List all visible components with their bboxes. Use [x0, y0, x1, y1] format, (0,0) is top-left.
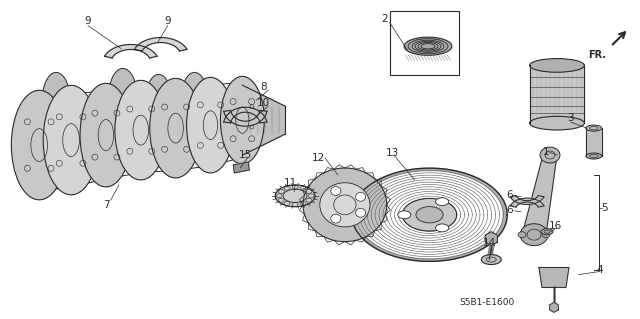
Ellipse shape — [436, 224, 449, 232]
Text: 5: 5 — [602, 203, 608, 213]
Ellipse shape — [529, 116, 584, 130]
Polygon shape — [510, 198, 544, 207]
Ellipse shape — [356, 192, 365, 201]
Bar — [390, 11, 460, 75]
Polygon shape — [510, 196, 544, 204]
Ellipse shape — [331, 187, 341, 196]
Ellipse shape — [586, 125, 602, 131]
Ellipse shape — [481, 255, 501, 264]
Ellipse shape — [275, 185, 315, 207]
Text: 12: 12 — [312, 153, 324, 163]
Text: 11: 11 — [284, 178, 297, 188]
Ellipse shape — [404, 37, 452, 55]
Ellipse shape — [115, 80, 166, 180]
Ellipse shape — [44, 85, 99, 195]
Polygon shape — [586, 128, 602, 156]
Ellipse shape — [356, 208, 365, 217]
Ellipse shape — [397, 211, 411, 219]
Polygon shape — [234, 162, 250, 173]
Text: 3: 3 — [568, 113, 574, 123]
Ellipse shape — [436, 198, 449, 205]
Text: 7: 7 — [102, 200, 109, 210]
Text: 9: 9 — [164, 16, 171, 26]
Ellipse shape — [586, 153, 602, 159]
Ellipse shape — [187, 78, 234, 173]
Ellipse shape — [320, 183, 370, 227]
Ellipse shape — [541, 229, 553, 235]
Ellipse shape — [109, 68, 137, 122]
Text: 6: 6 — [506, 190, 513, 200]
Polygon shape — [352, 168, 507, 261]
Text: 9: 9 — [84, 16, 92, 26]
Ellipse shape — [220, 76, 264, 164]
Text: 16: 16 — [548, 221, 561, 231]
Text: S5B1-E1600: S5B1-E1600 — [460, 298, 515, 307]
Ellipse shape — [542, 232, 550, 238]
Text: 4: 4 — [596, 264, 603, 275]
Polygon shape — [403, 198, 457, 231]
Text: 14: 14 — [483, 238, 496, 248]
Text: 10: 10 — [257, 98, 270, 108]
Polygon shape — [134, 38, 187, 51]
Polygon shape — [522, 155, 557, 235]
Text: 15: 15 — [239, 150, 252, 160]
Ellipse shape — [12, 90, 67, 200]
Ellipse shape — [331, 214, 341, 223]
Polygon shape — [529, 65, 584, 123]
Ellipse shape — [42, 72, 70, 128]
Text: 13: 13 — [386, 148, 399, 158]
Text: 8: 8 — [260, 82, 267, 92]
Polygon shape — [303, 168, 387, 241]
Ellipse shape — [150, 78, 202, 178]
Polygon shape — [539, 268, 569, 287]
Ellipse shape — [518, 232, 526, 238]
Polygon shape — [224, 107, 267, 123]
Ellipse shape — [540, 147, 560, 163]
Ellipse shape — [182, 72, 207, 122]
Ellipse shape — [520, 224, 548, 246]
Polygon shape — [224, 110, 267, 126]
Ellipse shape — [529, 59, 584, 72]
Text: FR.: FR. — [588, 50, 605, 61]
Polygon shape — [550, 302, 558, 312]
Ellipse shape — [80, 83, 132, 187]
Text: 6: 6 — [506, 205, 513, 215]
Polygon shape — [104, 45, 157, 58]
Text: 2: 2 — [381, 14, 388, 24]
Ellipse shape — [146, 74, 172, 126]
Text: 1: 1 — [543, 147, 549, 157]
Polygon shape — [485, 232, 497, 246]
Polygon shape — [243, 85, 285, 155]
Ellipse shape — [416, 207, 443, 223]
